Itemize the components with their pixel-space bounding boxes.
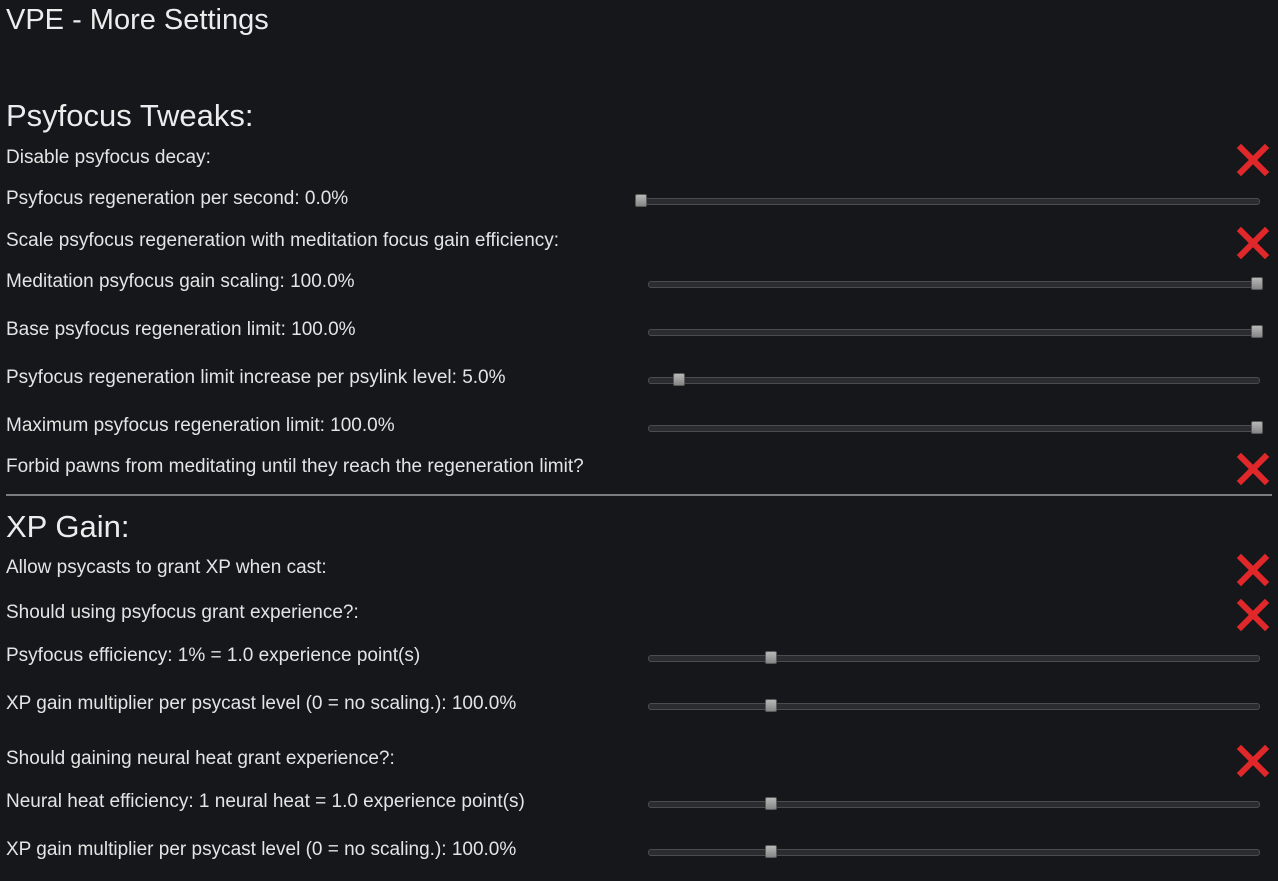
setting-row-psyfocus-grant-experience: Should using psyfocus grant experience?: xyxy=(0,598,1278,632)
red-x-icon[interactable] xyxy=(1236,744,1270,778)
limit-increase-per-level-slider[interactable] xyxy=(648,373,1260,386)
setting-row-limit-increase-per-level: Psyfocus regeneration limit increase per… xyxy=(0,363,1278,393)
section-divider xyxy=(6,494,1272,496)
red-x-icon[interactable] xyxy=(1236,598,1270,632)
base-regeneration-limit-slider[interactable] xyxy=(648,325,1263,338)
red-x-icon[interactable] xyxy=(1236,226,1270,260)
setting-row-xp-multiplier-psyfocus: XP gain multiplier per psycast level (0 … xyxy=(0,689,1278,719)
setting-label: Forbid pawns from meditating until they … xyxy=(6,456,584,477)
setting-row-maximum-regeneration-limit: Maximum psyfocus regeneration limit: 100… xyxy=(0,411,1278,441)
xp-multiplier-slider[interactable] xyxy=(648,845,1260,858)
slider-thumb[interactable] xyxy=(673,373,686,386)
setting-label: Should using psyfocus grant experience?: xyxy=(6,602,359,623)
slider-track xyxy=(648,703,1260,710)
setting-row-neural-heat-efficiency: Neural heat efficiency: 1 neural heat = … xyxy=(0,787,1278,817)
setting-label: XP gain multiplier per psycast level (0 … xyxy=(6,839,517,860)
setting-label: XP gain multiplier per psycast level (0 … xyxy=(6,693,517,714)
setting-row-neural-heat-grant-experience: Should gaining neural heat grant experie… xyxy=(0,744,1278,778)
setting-row-psyfocus-efficiency: Psyfocus efficiency: 1% = 1.0 experience… xyxy=(0,641,1278,671)
slider-thumb[interactable] xyxy=(1251,421,1263,434)
slider-track xyxy=(648,281,1260,288)
setting-row-forbid-meditating: Forbid pawns from meditating until they … xyxy=(0,452,1278,486)
slider-thumb[interactable] xyxy=(764,797,777,810)
slider-track xyxy=(648,655,1260,662)
maximum-regeneration-limit-slider[interactable] xyxy=(648,421,1263,434)
setting-row-allow-psycast-xp: Allow psycasts to grant XP when cast: xyxy=(0,553,1278,587)
slider-track xyxy=(648,801,1260,808)
slider-thumb[interactable] xyxy=(1251,277,1263,290)
slider-track xyxy=(648,425,1260,432)
slider-track xyxy=(648,377,1260,384)
setting-row-psyfocus-regeneration: Psyfocus regeneration per second: 0.0% xyxy=(0,184,1278,214)
meditation-gain-scaling-slider[interactable] xyxy=(648,277,1263,290)
red-x-icon[interactable] xyxy=(1236,452,1270,486)
setting-label: Neural heat efficiency: 1 neural heat = … xyxy=(6,791,525,812)
setting-label: Psyfocus efficiency: 1% = 1.0 experience… xyxy=(6,645,421,666)
xp-multiplier-slider[interactable] xyxy=(648,699,1260,712)
setting-label: Disable psyfocus decay: xyxy=(6,147,211,168)
setting-label: Should gaining neural heat grant experie… xyxy=(6,748,395,769)
slider-thumb[interactable] xyxy=(764,845,777,858)
setting-row-scale-regeneration: Scale psyfocus regeneration with meditat… xyxy=(0,226,1278,260)
setting-label: Base psyfocus regeneration limit: 100.0% xyxy=(6,319,356,340)
section-title-psyfocus: Psyfocus Tweaks: xyxy=(6,98,254,133)
slider-thumb[interactable] xyxy=(764,651,777,664)
slider-track xyxy=(640,198,1260,205)
psyfocus-regeneration-slider[interactable] xyxy=(635,194,1260,207)
setting-row-xp-multiplier-neural-heat: XP gain multiplier per psycast level (0 … xyxy=(0,835,1278,865)
red-x-icon[interactable] xyxy=(1236,553,1270,587)
slider-thumb[interactable] xyxy=(1251,325,1263,338)
psyfocus-efficiency-slider[interactable] xyxy=(648,651,1260,664)
red-x-icon[interactable] xyxy=(1236,143,1270,177)
slider-track xyxy=(648,849,1260,856)
slider-thumb[interactable] xyxy=(635,194,647,207)
neural-heat-efficiency-slider[interactable] xyxy=(648,797,1260,810)
section-title-xp-gain: XP Gain: xyxy=(6,509,130,544)
setting-label: Psyfocus regeneration per second: 0.0% xyxy=(6,188,349,209)
slider-thumb[interactable] xyxy=(764,699,777,712)
setting-row-base-regeneration-limit: Base psyfocus regeneration limit: 100.0% xyxy=(0,315,1278,345)
setting-row-disable-psyfocus-decay: Disable psyfocus decay: xyxy=(0,143,1278,177)
setting-label: Maximum psyfocus regeneration limit: 100… xyxy=(6,415,395,436)
slider-track xyxy=(648,329,1260,336)
setting-label: Meditation psyfocus gain scaling: 100.0% xyxy=(6,271,355,292)
setting-label: Scale psyfocus regeneration with meditat… xyxy=(6,230,560,251)
setting-label: Psyfocus regeneration limit increase per… xyxy=(6,367,506,388)
window-title: VPE - More Settings xyxy=(6,4,269,36)
setting-row-meditation-gain-scaling: Meditation psyfocus gain scaling: 100.0% xyxy=(0,267,1278,297)
setting-label: Allow psycasts to grant XP when cast: xyxy=(6,557,327,578)
